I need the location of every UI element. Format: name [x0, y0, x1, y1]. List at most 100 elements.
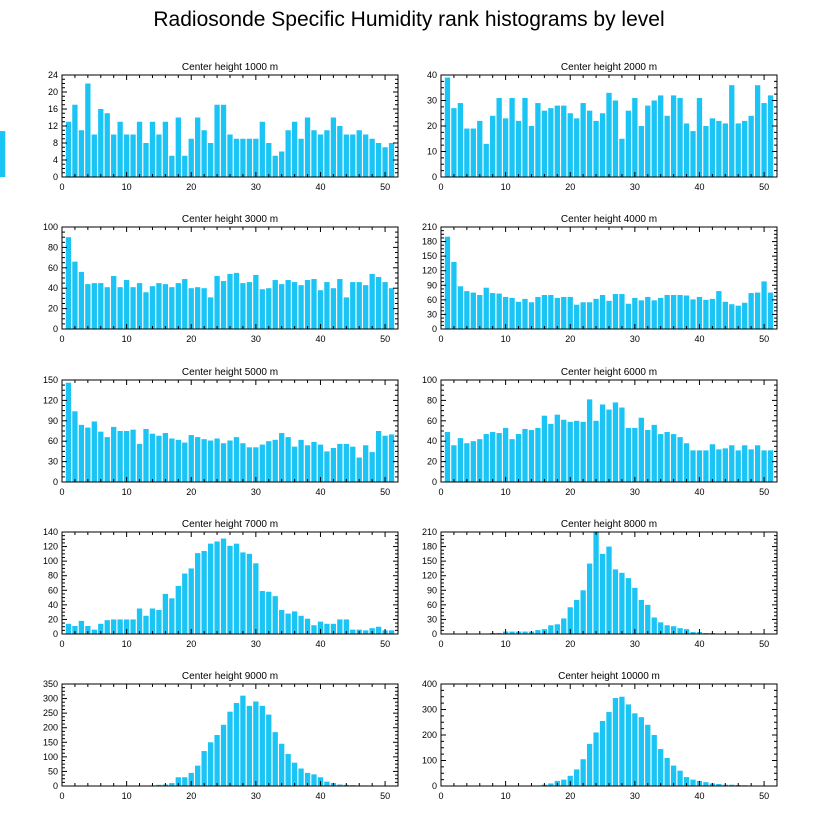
- x-tick-label: 50: [380, 791, 390, 801]
- histogram-bar: [528, 302, 535, 329]
- histogram-bar: [123, 280, 130, 329]
- y-tick-label: 0: [53, 477, 58, 487]
- y-tick-label: 40: [48, 283, 58, 293]
- histogram-bar: [207, 543, 214, 634]
- histogram-bar: [709, 118, 716, 177]
- histogram-bar: [369, 138, 375, 177]
- histogram-bar: [670, 765, 677, 786]
- histogram-bar: [554, 624, 560, 634]
- histogram-bar: [502, 296, 509, 329]
- histogram-bar: [606, 546, 612, 634]
- histogram-bar: [363, 134, 369, 177]
- histogram-bar: [502, 118, 509, 177]
- histogram-bar: [645, 429, 651, 482]
- histogram-bar: [651, 300, 657, 329]
- histogram-bar: [143, 428, 149, 482]
- histogram-bar: [632, 713, 638, 786]
- x-tick-label: 50: [759, 791, 769, 801]
- histogram-bar: [729, 85, 735, 177]
- histogram-bar: [496, 97, 502, 177]
- histogram-bar: [72, 625, 78, 634]
- histogram-bar: [266, 143, 272, 177]
- histogram-bar: [645, 105, 651, 177]
- histogram-bar: [72, 104, 78, 177]
- histogram-bar: [496, 433, 502, 482]
- histogram-bar: [291, 611, 298, 634]
- histogram-bar: [111, 134, 117, 177]
- histogram-bar: [298, 768, 304, 786]
- histogram-bar: [259, 121, 265, 177]
- histogram-bar: [91, 283, 97, 329]
- histogram-bar: [117, 121, 123, 177]
- histogram-bar: [457, 438, 464, 482]
- panel-title: Center height 7000 m: [182, 519, 278, 530]
- histogram-bar: [266, 714, 272, 786]
- histogram-bar: [266, 288, 272, 329]
- histogram-bar: [123, 134, 130, 177]
- histogram-bar: [567, 775, 573, 786]
- x-tick-label: 30: [630, 791, 640, 801]
- histogram-bar: [149, 608, 156, 634]
- histogram-panel: 0 10 20 30 40 50 0 100 200 300 400 Center height 10…: [422, 671, 778, 801]
- histogram-bar: [149, 121, 156, 177]
- histogram-bar: [567, 113, 573, 177]
- histogram-bar: [337, 619, 343, 634]
- y-tick-label: 120: [422, 266, 437, 276]
- histogram-bar: [554, 414, 560, 482]
- histogram-bar: [78, 130, 85, 177]
- histogram-bar: [470, 441, 476, 482]
- histogram-bar: [91, 629, 97, 634]
- histogram-bar: [515, 301, 522, 329]
- x-tick-label: 0: [59, 334, 64, 344]
- histogram-bar: [240, 138, 246, 177]
- histogram-bar: [574, 600, 580, 634]
- histogram-bar: [664, 115, 670, 177]
- histogram-bar: [291, 282, 298, 329]
- histogram-bar: [72, 261, 78, 329]
- histogram-bar: [350, 629, 356, 634]
- y-tick-label: 12: [48, 121, 58, 131]
- x-tick-label: 20: [565, 639, 575, 649]
- histogram-bar: [464, 443, 470, 482]
- histogram-bar: [311, 279, 317, 329]
- histogram-bar: [716, 291, 722, 329]
- histogram-bar: [291, 762, 298, 786]
- histogram-bar: [143, 143, 149, 177]
- histogram-bar: [201, 130, 207, 177]
- histogram-bar: [350, 282, 356, 329]
- histogram-bar: [253, 274, 259, 329]
- histogram-bar: [548, 423, 554, 482]
- histogram-bar: [330, 117, 337, 177]
- histogram-bar: [201, 550, 207, 634]
- histogram-bar: [509, 439, 515, 482]
- histogram-bar: [651, 100, 657, 177]
- histogram-bar: [117, 619, 123, 634]
- histogram-bar: [272, 596, 278, 634]
- x-tick-label: 0: [59, 639, 64, 649]
- histogram-bar: [677, 295, 683, 329]
- histogram-bar: [574, 769, 580, 786]
- histogram-bar: [266, 441, 272, 482]
- histogram-bar: [528, 126, 535, 177]
- histogram-bar: [304, 772, 311, 786]
- x-tick-label: 10: [122, 182, 132, 192]
- histogram-bar: [729, 304, 735, 329]
- histogram-bar: [580, 421, 586, 482]
- y-tick-label: 400: [422, 679, 437, 689]
- histogram-bar: [690, 450, 696, 482]
- x-tick-label: 0: [438, 334, 443, 344]
- histogram-bar: [330, 623, 337, 634]
- histogram-bar: [304, 280, 311, 329]
- y-tick-label: 30: [427, 96, 437, 106]
- histogram-bar: [651, 617, 657, 634]
- x-tick-label: 10: [122, 639, 132, 649]
- histogram-bar: [586, 743, 593, 786]
- y-tick-label: 30: [427, 309, 437, 319]
- histogram-bar: [246, 282, 253, 329]
- histogram-bar: [195, 117, 201, 177]
- histogram-bar: [123, 431, 130, 482]
- y-tick-label: 40: [427, 70, 437, 80]
- histogram-bar: [311, 625, 317, 634]
- histogram-bar: [612, 294, 619, 329]
- y-tick-label: 60: [427, 416, 437, 426]
